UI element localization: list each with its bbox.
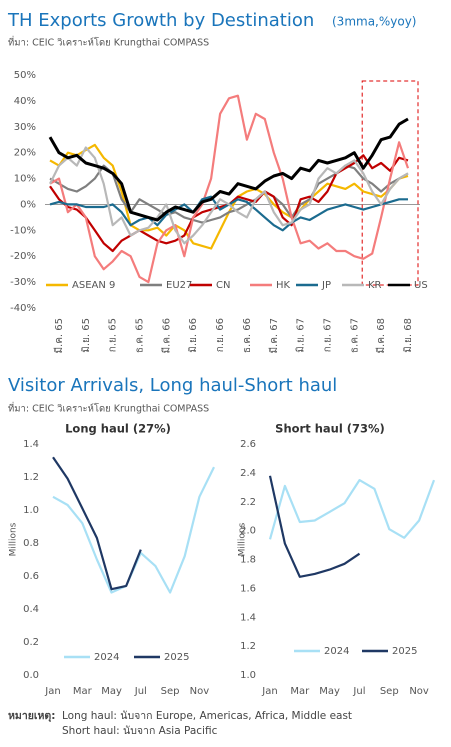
y-tick-label: 0.4 [23,604,39,615]
legend-label: KR [368,280,382,291]
note: Long haul: นับจาก Europe, Americas, Afri… [62,710,352,722]
x-tick-label: Sep [161,686,180,697]
y-tick-label: -30% [10,277,36,288]
x-tick-label: มี.ค. 67 [268,318,280,354]
x-tick-label: มิ.ย. 65 [81,318,92,353]
x-tick-label: ก.ย. 66 [215,318,226,352]
series-line [52,456,142,591]
y-tick-label: 10% [14,174,36,185]
legend-label: JP [321,280,331,291]
x-tick-label: Jan [261,686,277,697]
x-tick-label: ธ.ค. 67 [349,318,360,353]
x-tick-label: ธ.ค. 65 [135,318,146,353]
y-tick-label: 1.4 [240,612,256,623]
y-tick-label: 0.8 [23,538,39,549]
x-tick-label: May [101,686,122,697]
y-tick-label: 20% [14,148,36,159]
note: Short haul: นับจาก Asia Pacific [62,725,218,737]
y-tick-label: 30% [14,122,36,133]
y-tick-label: 1.0 [240,670,256,681]
legend-label: ASEAN 9 [72,280,115,291]
x-tick-label: Sep [380,686,399,697]
legend-label: 2025 [164,652,189,663]
y-tick-label: 0.2 [23,637,39,648]
series-line [52,466,215,594]
legend-label: 2024 [94,652,119,663]
x-tick-label: มิ.ย. 66 [188,318,199,353]
y-tick-label: 2.6 [240,439,256,450]
legend-label: CN [216,280,230,291]
x-tick-label: มี.ค. 66 [160,318,172,354]
y-tick-label: 2.2 [240,497,256,508]
x-tick-label: Jul [134,686,147,697]
y-tick-label: -40% [10,303,36,314]
y-tick-label: -10% [10,225,36,236]
series-line [268,479,436,540]
y-tick-label: 40% [14,96,36,107]
x-tick-label: May [319,686,340,697]
legend-label: 2024 [324,646,349,657]
x-tick-label: มิ.ย. 68 [403,318,414,353]
y-tick-label: 0% [20,199,36,210]
legend-label: HK [276,280,291,291]
chart-title: Long haul (27%) [65,422,171,436]
subtitle: (3mma,%yoy) [332,15,417,29]
x-tick-label: Mar [73,686,93,697]
y-tick-label: 0.0 [23,670,39,681]
section-title: Visitor Arrivals, Long haul-Short haul [8,375,337,396]
legend-label: US [414,280,428,291]
source: ที่มา: CEIC วิเคราะห์โดย Krungthai COMPA… [8,36,209,49]
x-tick-label: ก.ย. 65 [108,318,119,352]
y-tick-label: -20% [10,251,36,262]
y-tick-label: 1.2 [23,472,39,483]
y-tick-label: 1.8 [240,555,256,566]
y-axis-label: Millions [238,522,248,556]
x-tick-label: ก.ย. 67 [322,318,333,352]
series-line [49,146,409,245]
x-tick-label: มี.ค. 68 [375,318,387,354]
x-tick-label: Jul [352,686,365,697]
x-tick-label: Mar [290,686,310,697]
source: ที่มา: CEIC วิเคราะห์โดย Krungthai COMPA… [8,402,209,415]
x-tick-label: Nov [409,686,429,697]
note-label: หมายเหตุ: [8,710,55,723]
series-line [48,117,409,222]
y-tick-label: 1.4 [23,439,39,450]
x-tick-label: มิ.ย. 67 [296,318,307,353]
legend-label: EU27 [166,280,192,291]
title: TH Exports Growth by Destination [7,10,314,31]
x-tick-label: Nov [190,686,210,697]
y-tick-label: 50% [14,70,36,81]
y-axis-label: Millions [9,522,19,556]
y-tick-label: 1.2 [240,641,256,652]
series-line [49,94,410,284]
y-tick-label: 0.6 [23,571,39,582]
x-tick-label: Jan [44,686,60,697]
y-tick-label: 1.6 [240,583,256,594]
y-tick-label: 1.0 [23,505,39,516]
y-tick-label: 2.4 [240,468,256,479]
series-line [268,475,361,578]
y-tick-label: 2.0 [240,526,256,537]
x-tick-label: มี.ค. 65 [53,318,65,354]
x-tick-label: ธ.ค. 66 [242,318,253,353]
chart-title: Short haul (73%) [275,422,385,436]
legend-label: 2025 [392,646,417,657]
